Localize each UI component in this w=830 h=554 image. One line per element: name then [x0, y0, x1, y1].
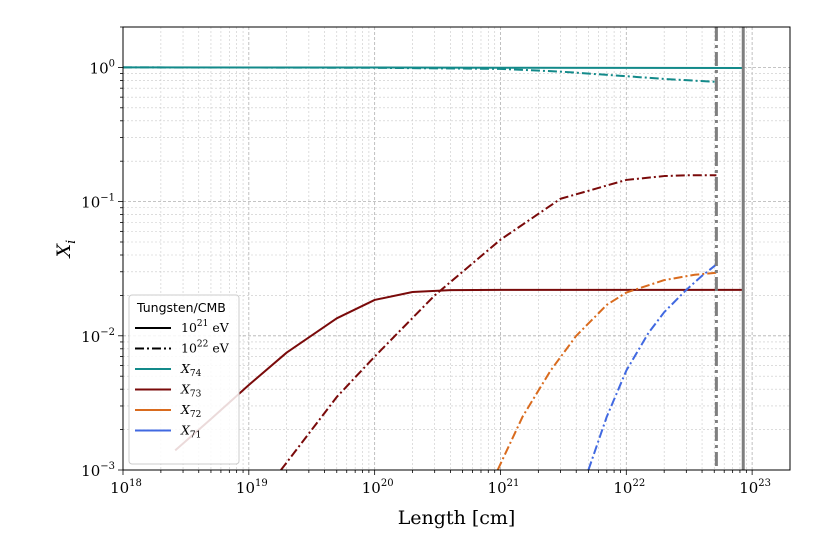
y-axis-label-sub: i	[64, 240, 79, 244]
x-tick-label-exp: 22	[632, 478, 645, 489]
series-line-x74-dashdot	[123, 66, 717, 83]
legend-label-base: 10	[181, 341, 197, 356]
x-axis-label-unit: [cm]	[472, 507, 515, 529]
y-tick-label: 10−1	[81, 193, 115, 212]
series-line-x74-solid	[123, 66, 744, 69]
y-axis-label-main: X	[53, 242, 75, 259]
vertical-lines	[714, 27, 745, 470]
y-tick-label-base: 10	[81, 462, 100, 480]
plot-frame	[122, 26, 791, 471]
y-tick-label-exp: −2	[100, 327, 115, 338]
legend-label-symbol: X	[180, 423, 191, 438]
x-tick-label: 1023	[739, 478, 771, 497]
legend-title: Tungsten/CMB	[136, 300, 226, 315]
legend-label-species: X71	[180, 423, 201, 441]
x-tick-label: 1022	[613, 478, 645, 497]
y-tick-label: 10−2	[81, 327, 115, 346]
legend-label-sub: 71	[190, 431, 201, 441]
y-tick-label: 100	[90, 58, 115, 77]
y-tick-label-exp: −3	[100, 461, 115, 472]
legend-label-symbol: X	[180, 402, 191, 417]
x-tick-label-exp: 20	[381, 478, 394, 489]
x-tick-label-base: 10	[613, 479, 632, 497]
legend-label-sub: 72	[190, 410, 201, 420]
x-tick-label: 1018	[110, 478, 142, 497]
x-tick-label-base: 10	[362, 479, 381, 497]
legend-label-species: X74	[180, 361, 202, 379]
y-axis-label: Xi	[53, 240, 79, 260]
x-axis-label-main: Length	[398, 507, 466, 529]
series-line-x71-dashdot	[587, 263, 718, 470]
legend-label-unit: eV	[208, 341, 229, 356]
x-tick-label-exp: 21	[507, 478, 520, 489]
x-tick-label-base: 10	[739, 479, 758, 497]
x-tick-label-exp: 18	[129, 478, 142, 489]
legend-label-species: X73	[180, 382, 202, 400]
legend-label-sub: 73	[190, 390, 202, 400]
series-line-x73-dashdot	[280, 174, 717, 470]
x-tick-label-base: 10	[236, 479, 255, 497]
legend-label-unit: eV	[208, 320, 229, 335]
legend-label-base: 10	[181, 320, 197, 335]
series-line-x72-dashdot	[496, 271, 717, 470]
y-tick-label-exp: 0	[109, 58, 115, 69]
legend-label-exp: 22	[197, 340, 208, 350]
x-tick-label-base: 10	[110, 479, 129, 497]
legend-box	[128, 294, 240, 465]
legend-label-symbol: X	[180, 361, 191, 376]
x-tick-label: 1020	[362, 478, 394, 497]
y-tick-label: 10−3	[81, 461, 115, 480]
legend-label-energy: 1022 eV	[181, 340, 230, 356]
y-tick-label-base: 10	[81, 328, 100, 346]
x-axis-label: Length [cm]	[398, 507, 516, 529]
x-tick-label: 1019	[236, 478, 268, 497]
series-line-x73-solid	[174, 288, 744, 452]
y-tick-label-exp: −1	[100, 193, 115, 204]
x-tick-label-exp: 23	[758, 478, 771, 489]
x-tick-label-base: 10	[488, 479, 507, 497]
legend-label-exp: 21	[197, 319, 208, 329]
y-tick-label-base: 10	[81, 194, 100, 212]
x-tick-label-exp: 19	[255, 478, 268, 489]
y-tick-label-base: 10	[90, 59, 109, 77]
x-tick-label: 1021	[488, 478, 520, 497]
legend-label-symbol: X	[180, 382, 191, 397]
legend-label-energy: 1021 eV	[181, 319, 230, 335]
legend-label-sub: 74	[190, 369, 202, 379]
legend-label-species: X72	[180, 402, 201, 420]
